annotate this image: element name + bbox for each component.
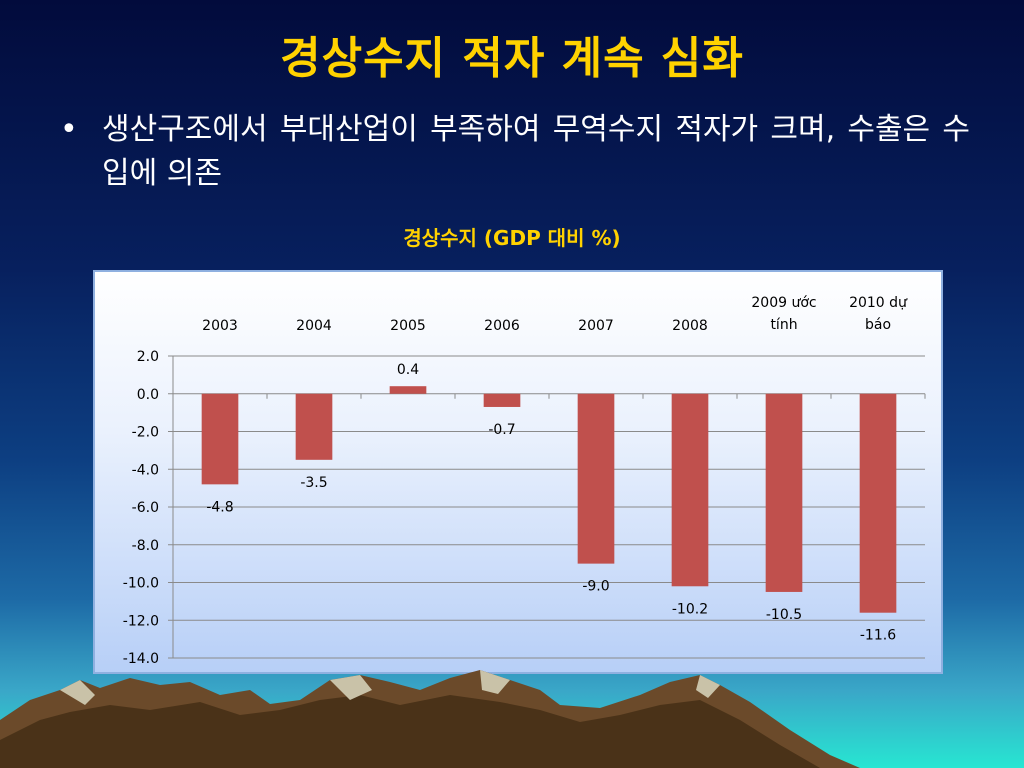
x-category-label: 2003: [202, 318, 238, 334]
bar: [389, 386, 427, 394]
bar: [201, 393, 239, 485]
y-tick-label: -2.0: [132, 425, 159, 441]
bar: [577, 393, 615, 564]
data-label: -10.5: [766, 607, 802, 623]
x-category-label: 2010 dự báo: [849, 295, 908, 333]
mountain-decoration: [0, 670, 860, 768]
chart-panel: 2.0 0.0 -2.0 -4.0 -6.0 -8.0 -10.0 -12.0 -14.0 -4.…: [93, 270, 943, 674]
data-label: -11.6: [860, 628, 896, 644]
x-category-label: 2005: [390, 318, 426, 334]
data-label: -0.7: [488, 422, 515, 438]
data-label: 0.4: [397, 362, 419, 378]
bar: [483, 393, 521, 407]
bar-chart: 2.0 0.0 -2.0 -4.0 -6.0 -8.0 -10.0 -12.0 -14.0 -4.…: [123, 295, 926, 667]
x-category-label: 2009 ước tính: [751, 295, 816, 333]
chart-title: 경상수지 (GDP 대비 %): [403, 226, 621, 250]
x-category-label: 2006: [484, 318, 520, 334]
bar: [671, 393, 709, 587]
slide-title: 경상수지 적자 계속 심화: [280, 33, 744, 84]
y-tick-label: -10.0: [123, 576, 159, 592]
data-label: -4.8: [206, 499, 233, 515]
x-category-label: 2008: [672, 318, 708, 334]
y-tick-label: -14.0: [123, 651, 159, 667]
bar: [295, 393, 333, 460]
y-tick-label: -4.0: [132, 462, 159, 478]
bar: [859, 393, 897, 613]
bar: [765, 393, 803, 592]
bullet-item: • 생산구조에서 부대산업이 부족하여 무역수지 적자가 크며, 수출은 수입에…: [60, 108, 970, 196]
data-label: -3.5: [300, 475, 327, 491]
y-tick-label: 0.0: [137, 387, 159, 403]
x-category-label: 2007: [578, 318, 614, 334]
y-tick-label: 2.0: [137, 349, 159, 365]
x-category-label: 2004: [296, 318, 332, 334]
bullet-dot: •: [60, 112, 78, 147]
y-tick-label: -12.0: [123, 613, 159, 629]
y-tick-label: -8.0: [132, 538, 159, 554]
data-label: -9.0: [582, 579, 609, 595]
data-label: -10.2: [672, 601, 708, 617]
y-tick-label: -6.0: [132, 500, 159, 516]
bullet-text: 생산구조에서 부대산업이 부족하여 무역수지 적자가 크며, 수출은 수입에 의…: [102, 112, 970, 191]
